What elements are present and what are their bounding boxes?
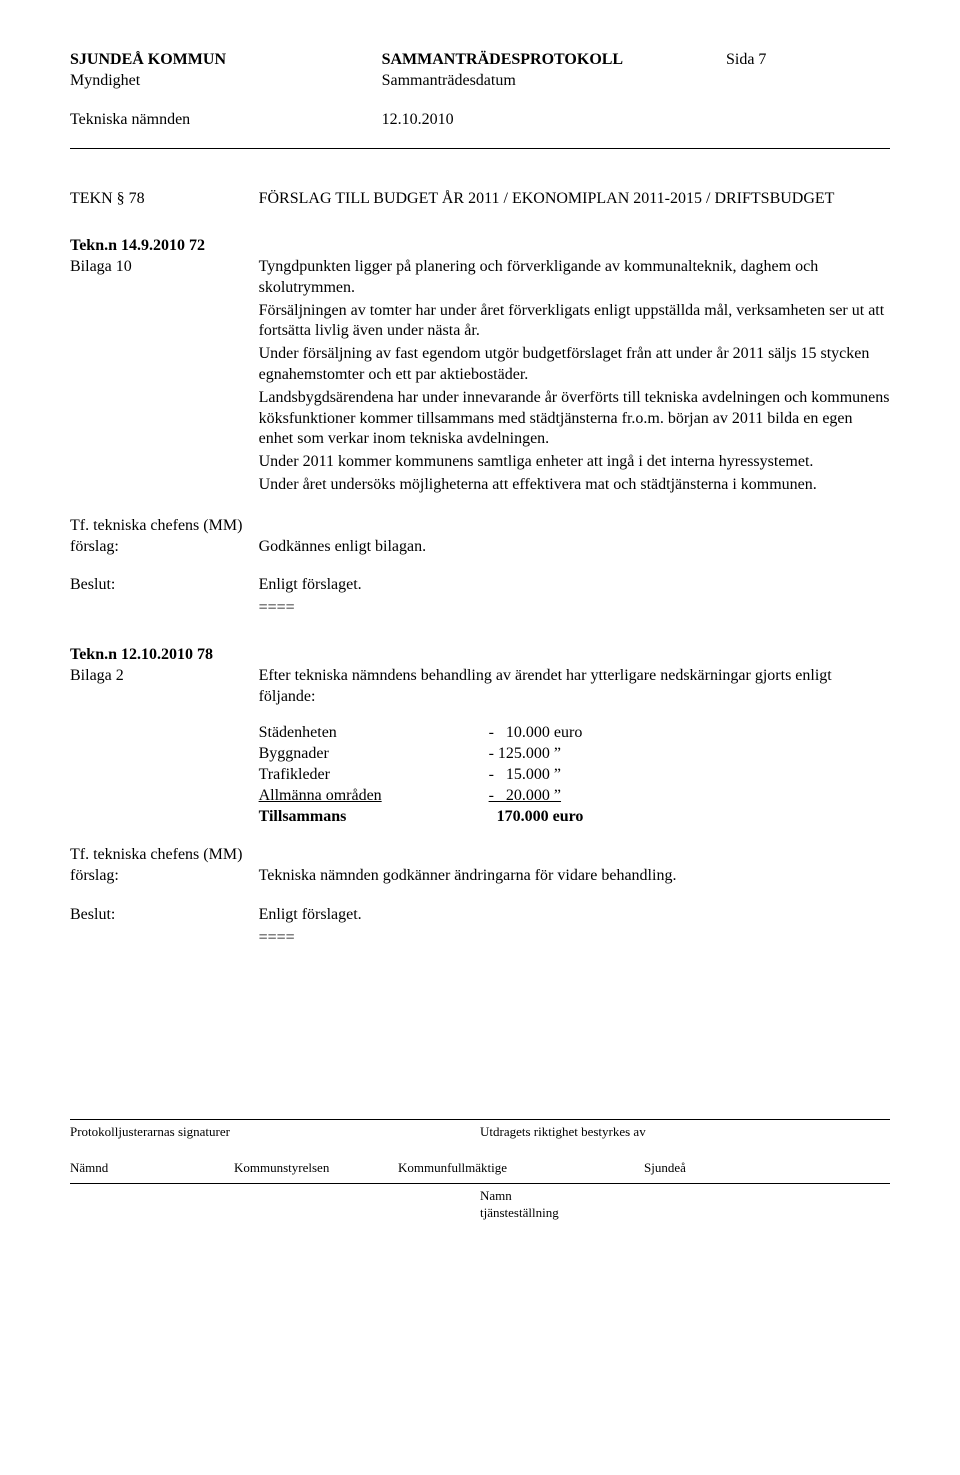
- page-label: Sida 7: [726, 50, 890, 71]
- table-row: Trafikleder - 15.000 ”: [259, 765, 890, 786]
- footer-divider-bottom: [70, 1183, 890, 1184]
- cut-value: - 10.000 euro: [489, 723, 649, 744]
- item-title: FÖRSLAG TILL BUDGET ÅR 2011 / EKONOMIPLA…: [259, 189, 890, 210]
- sig-label: Protokolljusterarnas signaturer: [70, 1124, 480, 1141]
- cut-value: - 15.000 ”: [489, 765, 649, 786]
- first-proposer: Tf. tekniska chefens (MM): [70, 516, 890, 537]
- second-attachment: Bilaga 2: [70, 666, 259, 828]
- proposal-label: förslag:: [70, 537, 259, 558]
- cut-value: - 125.000 ”: [489, 744, 649, 765]
- cuts-table: Städenheten - 10.000 euro Byggnader - 12…: [259, 723, 890, 827]
- footer-labels: Protokolljusterarnas signaturer Utdraget…: [70, 1124, 890, 1141]
- decision-label: Beslut:: [70, 575, 259, 619]
- second-proposer: Tf. tekniska chefens (MM): [70, 845, 890, 866]
- doc-footer: Protokolljusterarnas signaturer Utdraget…: [70, 1119, 890, 1223]
- paragraph: Tyngdpunkten ligger på planering och för…: [259, 257, 890, 299]
- paragraph: Under 2011 kommer kommunens samtliga enh…: [259, 452, 890, 473]
- header-divider: [70, 148, 890, 149]
- cut-value: - 20.000 ”: [489, 786, 649, 807]
- total-label: Tillsammans: [259, 807, 489, 828]
- decision-label: Beslut:: [70, 905, 259, 949]
- total-value: 170.000 euro: [489, 807, 649, 828]
- footer-col: Kommunstyrelsen: [234, 1160, 398, 1177]
- first-attachment: Bilaga 10: [70, 257, 259, 498]
- date-label: Sammanträdesdatum: [382, 71, 726, 92]
- decision-text: Enligt förslaget.: [259, 575, 890, 596]
- cut-label: Städenheten: [259, 723, 489, 744]
- footer-divider-top: [70, 1119, 890, 1120]
- table-total-row: Tillsammans 170.000 euro: [259, 807, 890, 828]
- decision-text: Enligt förslaget.: [259, 905, 890, 926]
- paragraph: Landsbygdsärendena har under innevarande…: [259, 388, 890, 450]
- second-ref: Tekn.n 12.10.2010 78: [70, 645, 890, 666]
- first-body: Bilaga 10 Tyngdpunkten ligger på planeri…: [70, 257, 890, 498]
- doc-subheader: Myndighet Sammanträdesdatum: [70, 71, 890, 92]
- second-proposal-row: förslag: Tekniska nämnden godkänner ändr…: [70, 866, 890, 887]
- paragraph: Försäljningen av tomter har under året f…: [259, 301, 890, 343]
- committee-row: Tekniska nämnden 12.10.2010: [70, 110, 890, 131]
- table-row: Byggnader - 125.000 ”: [259, 744, 890, 765]
- separator: ====: [259, 928, 890, 949]
- verify-label: Utdragets riktighet bestyrkes av: [480, 1124, 890, 1141]
- committee-name: Tekniska nämnden: [70, 110, 382, 131]
- first-ref: Tekn.n 14.9.2010 72: [70, 236, 890, 257]
- proposal-label: förslag:: [70, 866, 259, 887]
- first-proposal-row: förslag: Godkännes enligt bilagan.: [70, 537, 890, 558]
- org-name: SJUNDEÅ KOMMUN: [70, 50, 382, 71]
- footer-name-row: Namn tjänsteställning: [70, 1188, 890, 1222]
- table-row: Städenheten - 10.000 euro: [259, 723, 890, 744]
- footer-col: Sjundeå: [644, 1160, 808, 1177]
- protocol-title: SAMMANTRÄDESPROTOKOLL: [382, 50, 726, 71]
- cut-label: Trafikleder: [259, 765, 489, 786]
- paragraph: Under året undersöks möjligheterna att e…: [259, 475, 890, 496]
- footer-position: tjänsteställning: [480, 1205, 890, 1222]
- paragraph: Under försäljning av fast egendom utgör …: [259, 344, 890, 386]
- authority-label: Myndighet: [70, 71, 382, 92]
- footer-col: Kommunfullmäktige: [398, 1160, 562, 1177]
- footer-name: Namn: [480, 1188, 890, 1205]
- proposal-text: Godkännes enligt bilagan.: [259, 537, 890, 558]
- second-text: Efter tekniska nämndens behandling av är…: [259, 666, 890, 828]
- separator: ====: [259, 598, 890, 619]
- doc-header: SJUNDEÅ KOMMUN SAMMANTRÄDESPROTOKOLL Sid…: [70, 50, 890, 71]
- paragraph: Efter tekniska nämndens behandling av är…: [259, 666, 890, 708]
- agenda-item: TEKN § 78 FÖRSLAG TILL BUDGET ÅR 2011 / …: [70, 189, 890, 210]
- footer-col: Nämnd: [70, 1160, 234, 1177]
- decision-block: Enligt förslaget. ====: [259, 575, 890, 619]
- second-body: Bilaga 2 Efter tekniska nämndens behandl…: [70, 666, 890, 828]
- item-ref: TEKN § 78: [70, 189, 259, 210]
- decision-block: Enligt förslaget. ====: [259, 905, 890, 949]
- first-text: Tyngdpunkten ligger på planering och för…: [259, 257, 890, 498]
- cut-label: Allmänna områden: [259, 786, 489, 807]
- proposal-text: Tekniska nämnden godkänner ändringarna f…: [259, 866, 890, 887]
- table-row: Allmänna områden - 20.000 ”: [259, 786, 890, 807]
- second-decision-row: Beslut: Enligt förslaget. ====: [70, 905, 890, 949]
- meeting-date: 12.10.2010: [382, 110, 890, 131]
- first-decision-row: Beslut: Enligt förslaget. ====: [70, 575, 890, 619]
- cut-label: Byggnader: [259, 744, 489, 765]
- footer-signature-row: Nämnd Kommunstyrelsen Kommunfullmäktige …: [70, 1160, 890, 1177]
